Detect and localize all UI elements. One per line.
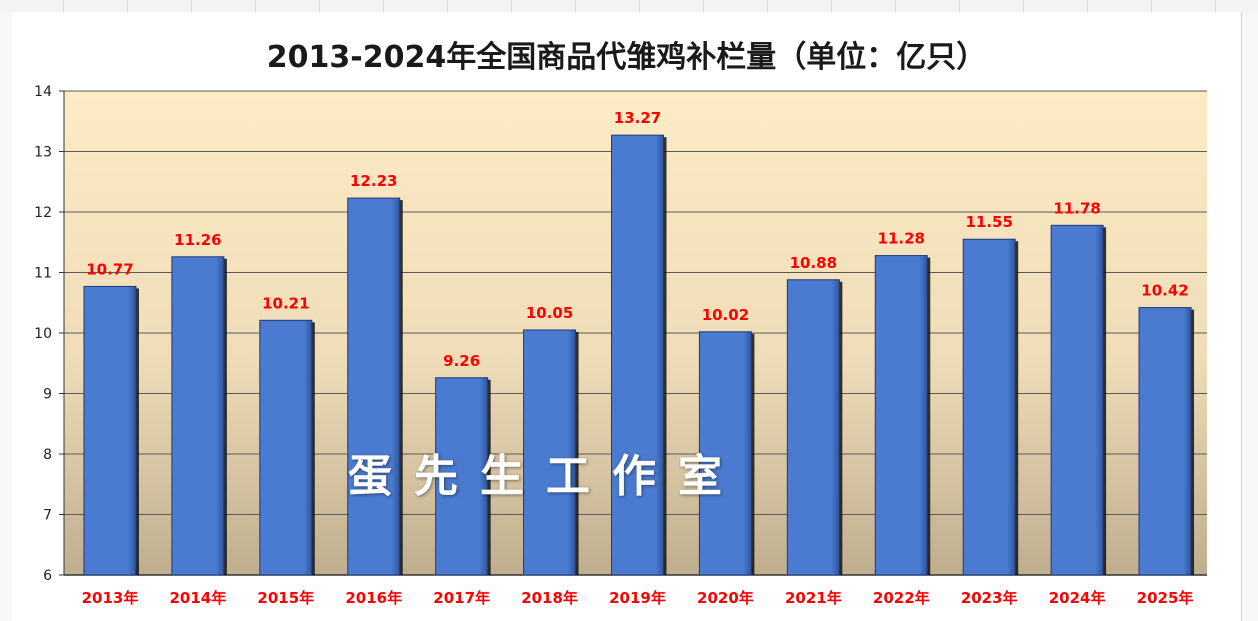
x-tick-label: 2025年 <box>1137 589 1194 607</box>
x-tick-label: 2016年 <box>345 589 402 607</box>
x-tick-label: 2023年 <box>961 589 1018 607</box>
x-tick-label: 2019年 <box>609 589 666 607</box>
data-label: 11.28 <box>878 230 925 248</box>
bar <box>523 329 577 576</box>
x-tick-label: 2020年 <box>697 589 754 607</box>
bar <box>962 238 1016 576</box>
x-tick-label: 2015年 <box>257 589 314 607</box>
data-label: 10.88 <box>790 254 837 272</box>
y-tick-label: 13 <box>34 145 52 161</box>
data-label: 10.42 <box>1141 282 1188 300</box>
y-tick-label: 10 <box>34 326 52 342</box>
data-label: 11.26 <box>174 231 221 249</box>
x-tick-label: 2018年 <box>521 589 578 607</box>
spreadsheet-scroll-edge[interactable] <box>1241 12 1258 621</box>
x-tick-label: 2021年 <box>785 589 842 607</box>
bar <box>786 279 840 576</box>
data-label: 10.05 <box>526 304 573 322</box>
data-label: 10.02 <box>702 306 749 324</box>
bar <box>698 331 752 576</box>
bar <box>83 285 137 576</box>
x-tick-label: 2017年 <box>433 589 490 607</box>
bar <box>347 197 401 576</box>
data-label: 13.27 <box>614 109 661 127</box>
data-label: 10.21 <box>262 294 309 312</box>
y-tick-label: 11 <box>34 266 52 282</box>
bar-chart: 6 7 8 9 10 11 12 13 14 10.77 2013年 11.26 2014年 10.21 2… <box>34 84 1207 607</box>
x-tick-label: 2013年 <box>82 589 139 607</box>
data-label: 11.78 <box>1053 199 1100 217</box>
x-tick-label: 2014年 <box>170 589 227 607</box>
bar <box>259 319 313 576</box>
bar <box>1050 224 1104 576</box>
data-label: 10.77 <box>86 260 133 278</box>
bar <box>611 134 664 576</box>
x-tick-label: 2022年 <box>873 589 930 607</box>
y-tick-label: 14 <box>34 84 52 100</box>
bar <box>1138 307 1192 576</box>
bar <box>435 377 489 576</box>
y-tick-label: 12 <box>34 205 52 221</box>
chart-title: 2013-2024年全国商品代雏鸡补栏量（单位：亿只） <box>266 40 987 75</box>
y-tick-label: 6 <box>43 568 52 584</box>
data-label: 11.55 <box>965 213 1012 231</box>
y-tick-label: 7 <box>43 508 52 524</box>
chart-area[interactable]: 2013-2024年全国商品代雏鸡补栏量（单位：亿只） 6 7 8 9 10 11 12 13… <box>12 12 1241 621</box>
bar <box>874 255 928 576</box>
x-tick-label: 2024年 <box>1049 589 1106 607</box>
watermark: 蛋先生工作室 <box>348 451 744 502</box>
data-label: 9.26 <box>443 352 480 370</box>
y-tick-label: 9 <box>43 387 52 403</box>
bar <box>171 256 225 576</box>
y-tick-label: 8 <box>43 447 52 463</box>
data-label: 12.23 <box>350 172 397 190</box>
